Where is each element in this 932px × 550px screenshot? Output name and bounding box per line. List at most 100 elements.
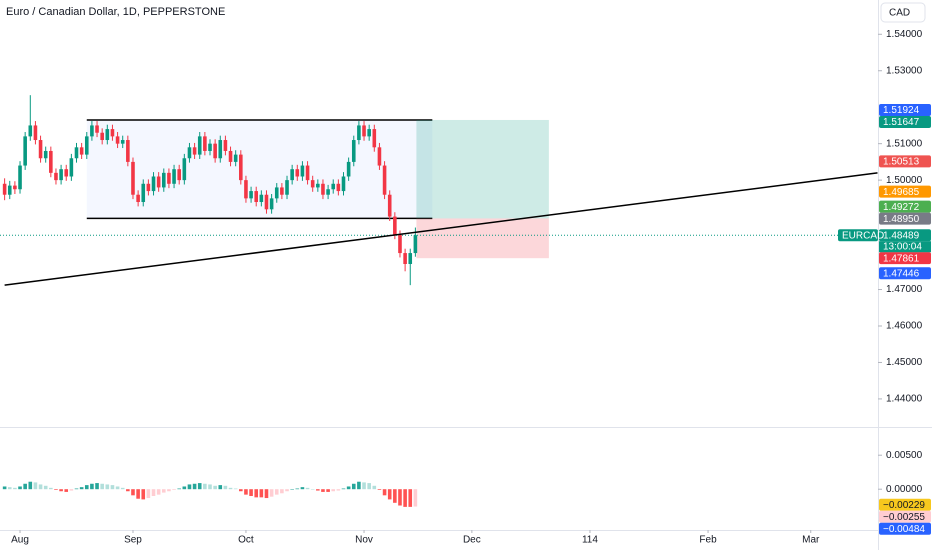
macd-histogram-bar — [326, 489, 330, 492]
macd-tick-label: 0.00500 — [886, 450, 923, 461]
symbol-tag — [838, 229, 878, 242]
candle-body — [310, 180, 315, 188]
x-tick-label: 114 — [582, 535, 598, 546]
candle-body — [69, 158, 74, 177]
candle-body — [346, 161, 351, 177]
macd-histogram-bar — [23, 483, 27, 490]
price-label-box — [879, 212, 931, 225]
candle-body — [192, 147, 197, 155]
macd-histogram-bar — [357, 481, 361, 490]
macd-histogram-bar — [362, 482, 366, 490]
candle-body — [84, 136, 89, 155]
macd-histogram-bar — [331, 489, 336, 492]
macd-histogram-bar — [100, 483, 104, 490]
symbol-label: EURCAD — [842, 230, 884, 241]
candle-body — [239, 154, 243, 181]
candle-body — [33, 125, 38, 141]
macd-histogram-bar — [167, 489, 171, 492]
candle-body — [28, 125, 33, 137]
macd-histogram-bar — [141, 489, 146, 500]
macd-histogram-bar — [264, 489, 269, 499]
chart-title: Euro / Canadian Dollar, 1D, PEPPERSTONE — [6, 6, 225, 18]
x-tick-label: Aug — [11, 535, 29, 546]
candle-body — [316, 183, 320, 188]
candle-body — [223, 140, 228, 151]
candle-body — [136, 194, 140, 203]
candle-body — [341, 176, 346, 192]
candle-body — [115, 136, 120, 144]
x-tick-label: Dec — [463, 535, 481, 546]
candle-body — [49, 150, 53, 173]
macd-histogram-bar — [115, 486, 120, 490]
candle-body — [13, 185, 17, 190]
macd-histogram-bar — [377, 489, 382, 490]
candle-body — [377, 147, 382, 166]
macd-histogram-bar — [213, 485, 217, 490]
candle-body — [357, 125, 361, 141]
y-tick-label: 1.50000 — [886, 175, 923, 186]
macd-histogram-bar — [192, 483, 197, 490]
candle-body — [2, 183, 7, 195]
price-label-box — [879, 229, 931, 242]
price-label: 1.48489 — [883, 230, 920, 241]
currency-label[interactable]: CAD — [889, 8, 910, 19]
price-label: 1.51647 — [883, 117, 920, 128]
macd-histogram-bar — [136, 489, 140, 499]
candle-body — [403, 253, 407, 265]
candle-body — [398, 234, 402, 254]
macd-histogram-bar — [110, 485, 115, 490]
macd-histogram-bar — [341, 488, 346, 490]
candle-body — [79, 147, 84, 155]
candle-body — [23, 136, 27, 166]
candle-body — [74, 147, 79, 159]
macd-histogram-bar — [254, 489, 259, 498]
macd-histogram-bar — [49, 487, 53, 490]
price-label-box — [879, 522, 931, 535]
candle-body — [233, 154, 238, 162]
candle-body — [18, 165, 22, 190]
price-label: −0.00255 — [883, 512, 925, 523]
candle-body — [249, 191, 253, 199]
macd-histogram-bar — [2, 486, 7, 490]
candle-body — [408, 253, 413, 265]
macd-histogram-bar — [393, 489, 397, 503]
macd-histogram-bar — [398, 489, 402, 506]
y-tick-label: 1.47000 — [886, 284, 923, 295]
x-tick-label: Mar — [802, 535, 820, 546]
candle-body — [254, 191, 259, 203]
macd-histogram-bar — [74, 488, 79, 490]
x-tick-label: Feb — [699, 535, 717, 546]
candle-body — [187, 147, 192, 159]
candle-body — [161, 172, 166, 188]
price-label: 1.49272 — [883, 202, 920, 213]
macd-histogram-bar — [280, 489, 284, 494]
candle-body — [295, 169, 300, 177]
price-label-box — [879, 103, 931, 116]
macd-histogram-bar — [69, 489, 74, 491]
candle-body — [197, 136, 202, 155]
macd-histogram-bar — [18, 486, 22, 490]
candle-body — [141, 183, 146, 203]
candle-body — [264, 194, 269, 210]
macd-histogram-bar — [239, 489, 243, 492]
candle-body — [203, 136, 207, 151]
macd-histogram-bar — [316, 489, 320, 491]
macd-histogram-bar — [372, 485, 377, 490]
price-label-box — [879, 267, 931, 280]
macd-histogram-bar — [151, 489, 156, 496]
currency-button[interactable] — [880, 2, 926, 23]
candle-body — [43, 150, 48, 159]
position-target-zone — [416, 119, 549, 219]
macd-histogram-bar — [413, 489, 418, 507]
x-tick-label: Nov — [355, 535, 373, 546]
candle-body — [131, 161, 135, 195]
price-label-box — [879, 185, 931, 198]
candle-body — [54, 172, 58, 181]
macd-histogram-bar — [197, 483, 202, 490]
price-label-box — [879, 510, 931, 523]
macd-histogram-bar — [290, 489, 294, 490]
candle-body — [177, 169, 181, 181]
macd-histogram-bar — [7, 487, 12, 490]
price-label-box — [879, 115, 931, 128]
